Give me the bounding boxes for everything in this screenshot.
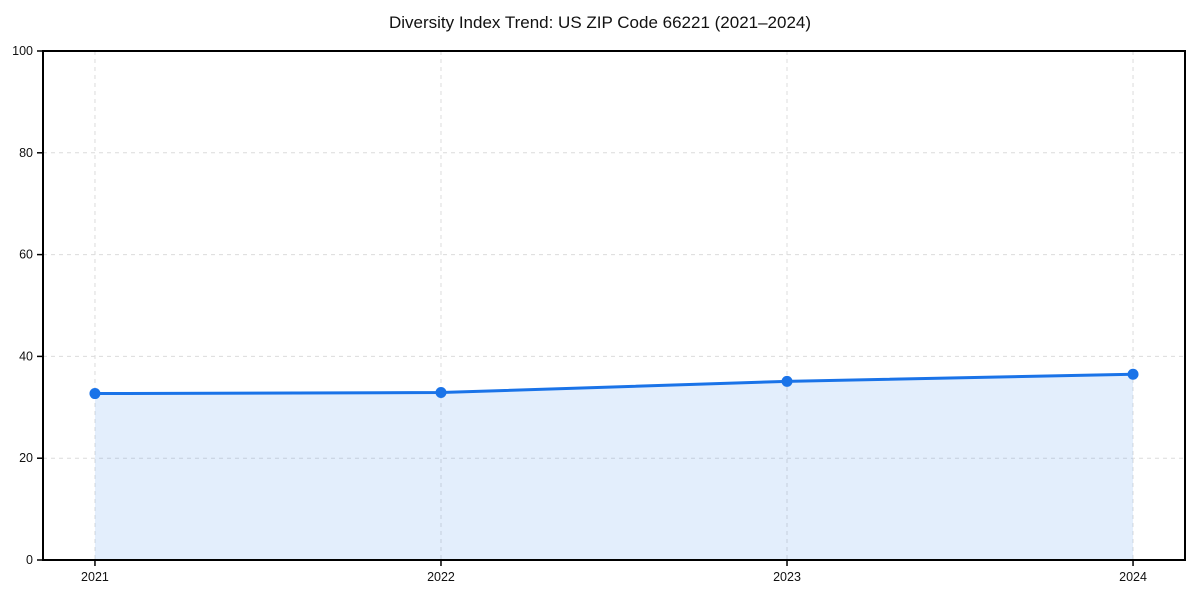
area-fill [94,374,1134,560]
y-tick-label: 100 [12,44,33,58]
chart-title: Diversity Index Trend: US ZIP Code 66221… [388,13,812,32]
x-tick-label: 2023 [773,570,801,584]
plot-border [42,50,1186,561]
trend-line [93,372,1135,396]
data-point-2023 [781,375,793,387]
data-point-2024 [1127,368,1139,380]
y-tick-label: 80 [19,146,33,160]
x-tick-label: 2024 [1119,570,1147,584]
y-tick-label: 60 [19,248,33,262]
y-tick-label: 40 [19,349,33,363]
y-tick-label: 20 [19,451,33,465]
data-point-2021 [89,388,101,400]
x-tick-label: 2022 [427,570,455,584]
y-tick-label: 0 [26,553,33,567]
data-point-2022 [435,387,447,399]
x-tick-label: 2021 [81,570,109,584]
